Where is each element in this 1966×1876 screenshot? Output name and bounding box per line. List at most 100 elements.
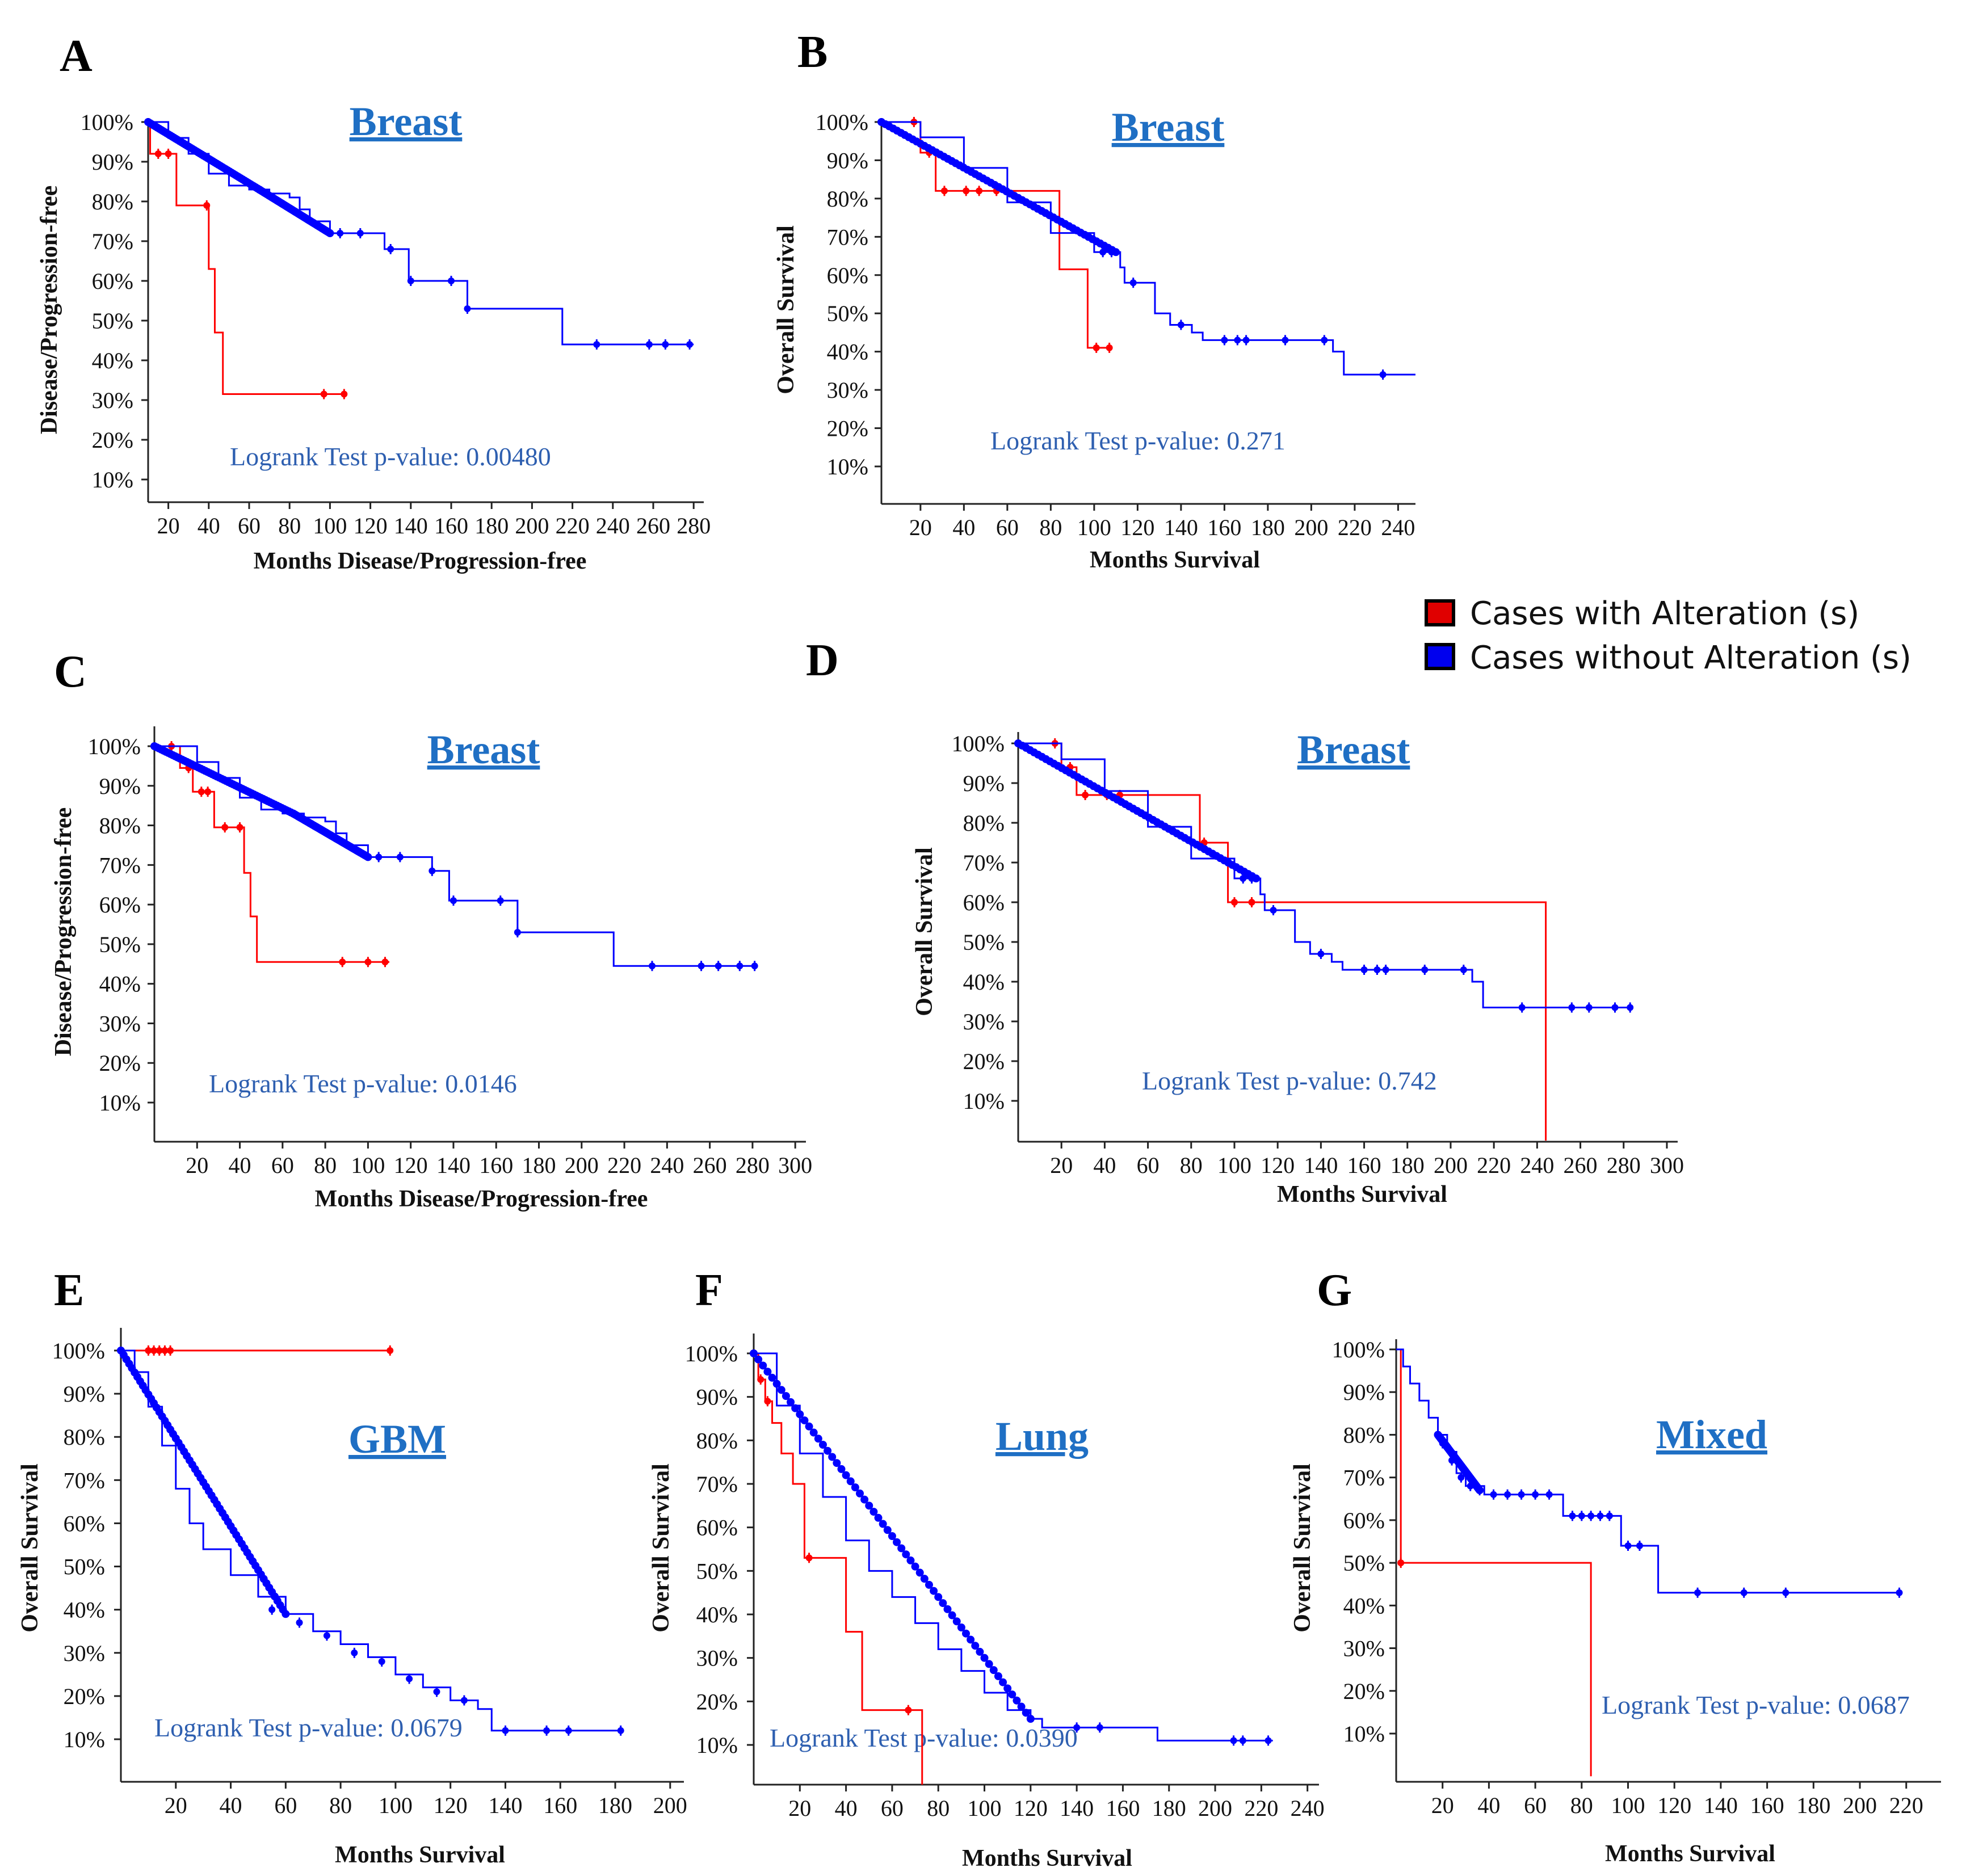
censor-mark-without-alteration xyxy=(930,1587,938,1595)
censor-mark-without-alteration xyxy=(897,1544,906,1553)
logrank-pvalue: Logrank Test p-value: 0.0687 xyxy=(1602,1690,1910,1719)
x-tick-label: 80 xyxy=(314,1152,337,1178)
censor-mark-without-alteration xyxy=(824,1446,832,1455)
x-tick-label: 40 xyxy=(1093,1152,1116,1178)
censor-mark-without-alteration xyxy=(282,1610,290,1618)
y-tick-label: 100% xyxy=(952,731,1005,756)
x-tick-label: 40 xyxy=(229,1152,251,1178)
y-tick-label: 30% xyxy=(99,1011,141,1036)
panel-letter-c: C xyxy=(54,647,87,697)
censor-mark-without-alteration xyxy=(846,1477,855,1486)
x-tick-label: 60 xyxy=(274,1793,297,1818)
censor-mark-without-alteration xyxy=(943,1605,952,1613)
y-tick-label: 40% xyxy=(963,969,1005,995)
y-axis-title: Disease/Progression-free xyxy=(51,807,77,1057)
y-tick-label: 100% xyxy=(816,110,868,135)
y-tick-label: 60% xyxy=(92,268,133,294)
y-tick-label: 90% xyxy=(827,148,868,173)
censor-mark-without-alteration xyxy=(809,1428,818,1437)
chart-panel-b: B 10% 20% 30% 40% 50% 60% 70% 80% 90% 100% 20 40 60 80… xyxy=(773,27,1415,573)
censor-mark-without-alteration xyxy=(1017,1702,1026,1711)
x-tick-label: 80 xyxy=(1039,515,1062,540)
x-tick-label: 200 xyxy=(515,513,549,539)
x-tick-label: 200 xyxy=(1843,1793,1877,1818)
survival-curve-without-alteration xyxy=(121,1349,621,1732)
y-tick-label: 60% xyxy=(1343,1508,1385,1533)
y-tick-label: 60% xyxy=(963,890,1005,915)
legend-label-with-alteration: Cases with Alteration (s) xyxy=(1470,595,1859,632)
y-tick-label: 50% xyxy=(827,301,868,326)
y-tick-label: 40% xyxy=(92,348,133,373)
x-tick-label: 140 xyxy=(1704,1793,1738,1818)
logrank-pvalue: Logrank Test p-value: 0.0146 xyxy=(209,1069,517,1098)
y-tick-label: 50% xyxy=(696,1558,738,1584)
y-tick-label: 80% xyxy=(99,813,141,839)
x-tick-label: 180 xyxy=(522,1152,556,1178)
x-tick-label: 200 xyxy=(653,1793,687,1818)
legend-swatch-without-alteration xyxy=(1425,643,1455,670)
x-tick-label: 220 xyxy=(556,513,590,539)
x-tick-label: 40 xyxy=(220,1793,242,1818)
y-tick-label: 30% xyxy=(92,388,133,413)
legend-label-without-alteration: Cases without Alteration (s) xyxy=(1470,640,1912,676)
x-tick-label: 240 xyxy=(1520,1152,1554,1178)
y-tick-label: 90% xyxy=(64,1381,105,1407)
y-tick-label: 40% xyxy=(827,339,868,365)
x-tick-label: 180 xyxy=(1796,1793,1830,1818)
legend: Cases with Alteration (s) Cases without … xyxy=(1425,595,1912,676)
censor-mark-without-alteration xyxy=(837,1465,846,1473)
x-axis-title: Months Survival xyxy=(1277,1181,1447,1208)
x-tick-label: 220 xyxy=(1889,1793,1923,1818)
x-tick-label: 240 xyxy=(596,513,630,539)
y-axis-title: Overall Survival xyxy=(911,847,938,1016)
censor-mark-without-alteration xyxy=(326,229,334,237)
chart-panel-g: G 10% 20% 30% 40% 50% 60% 70% 80% 90% 100% 20 40 60 80… xyxy=(1289,1265,1941,1867)
censor-mark-without-alteration xyxy=(759,1361,767,1370)
censor-mark-without-alteration xyxy=(902,1550,910,1559)
censor-mark-without-alteration xyxy=(828,1453,837,1461)
y-tick-label: 90% xyxy=(1343,1379,1385,1405)
y-tick-label: 20% xyxy=(827,416,868,441)
chart-panel-c: C 10% 20% 30% 40% 50% 60% 70% 80% 90% 100% 20 40 60 80… xyxy=(51,647,812,1212)
censor-mark-without-alteration xyxy=(948,1611,956,1620)
x-tick-label: 60 xyxy=(1524,1793,1547,1818)
survival-curve-without-alteration xyxy=(1018,742,1632,1008)
censor-mark-without-alteration xyxy=(833,1459,841,1467)
censor-mark-without-alteration xyxy=(962,1629,971,1638)
y-axis-title: Overall Survival xyxy=(1289,1463,1316,1633)
censor-mark-without-alteration xyxy=(818,1441,827,1449)
x-tick-label: 120 xyxy=(1657,1793,1691,1818)
y-tick-label: 70% xyxy=(827,224,868,250)
x-tick-label: 200 xyxy=(1198,1795,1232,1821)
x-tick-label: 80 xyxy=(927,1795,950,1821)
censor-mark-without-alteration xyxy=(768,1373,776,1382)
logrank-pvalue: Logrank Test p-value: 0.00480 xyxy=(230,442,551,471)
x-tick-label: 260 xyxy=(693,1152,727,1178)
y-tick-label: 60% xyxy=(99,892,141,918)
x-tick-label: 40 xyxy=(198,513,220,539)
censor-mark-without-alteration xyxy=(777,1386,785,1394)
survival-curve-with-alteration xyxy=(148,121,346,395)
x-tick-label: 280 xyxy=(677,513,711,539)
logrank-pvalue: Logrank Test p-value: 0.271 xyxy=(990,426,1286,455)
panel-letter-e: E xyxy=(54,1265,84,1315)
x-axis-title: Months Disease/Progression-free xyxy=(254,548,587,574)
censor-mark-without-alteration xyxy=(994,1672,1002,1680)
y-tick-label: 50% xyxy=(963,929,1005,955)
x-tick-label: 240 xyxy=(650,1152,684,1178)
panel-letter-a: A xyxy=(60,31,93,81)
y-tick-label: 30% xyxy=(64,1641,105,1666)
censor-mark-without-alteration xyxy=(934,1593,943,1601)
y-axis-title: Overall Survival xyxy=(17,1463,43,1633)
censor-mark-without-alteration xyxy=(1008,1690,1016,1699)
censor-mark-without-alteration xyxy=(865,1501,873,1510)
y-tick-label: 80% xyxy=(827,186,868,212)
y-tick-label: 10% xyxy=(963,1088,1005,1114)
x-tick-label: 120 xyxy=(434,1793,468,1818)
x-tick-label: 180 xyxy=(1391,1152,1425,1178)
y-tick-label: 70% xyxy=(696,1471,738,1497)
y-tick-label: 60% xyxy=(696,1515,738,1541)
x-tick-label: 300 xyxy=(778,1152,812,1178)
chart-panel-e: E 10% 20% 30% 40% 50% 60% 70% 80% 90% 100% 20 40 60 80… xyxy=(17,1265,687,1868)
